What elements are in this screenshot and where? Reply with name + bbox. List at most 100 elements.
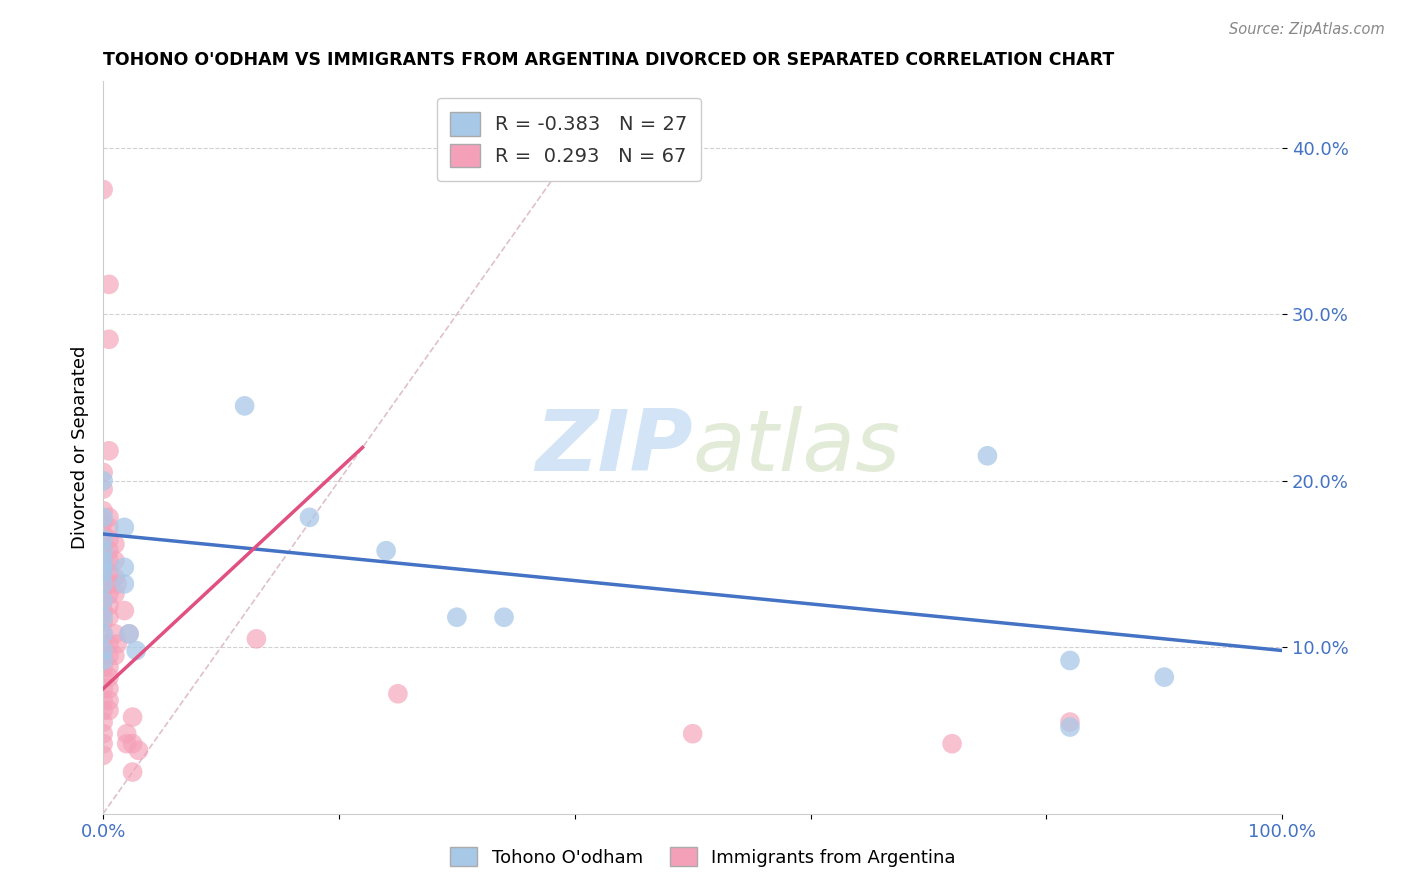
- Point: [118, 627, 141, 641]
- Y-axis label: Divorced or Separated: Divorced or Separated: [72, 346, 89, 549]
- Point: [98, 599, 121, 613]
- Point: [245, 632, 267, 646]
- Point: [98, 332, 121, 346]
- Point: [121, 764, 143, 779]
- Point: [98, 510, 121, 524]
- Point: [98, 587, 121, 601]
- Point: [91, 543, 114, 558]
- Point: [125, 643, 148, 657]
- Point: [91, 714, 114, 729]
- Point: [91, 637, 114, 651]
- Point: [98, 610, 121, 624]
- Point: [91, 660, 114, 674]
- Point: [98, 520, 121, 534]
- Point: [446, 610, 468, 624]
- Point: [91, 504, 114, 518]
- Point: [91, 510, 114, 524]
- Point: [98, 637, 121, 651]
- Point: [91, 703, 114, 717]
- Point: [104, 570, 127, 584]
- Point: [104, 627, 127, 641]
- Point: [104, 537, 127, 551]
- Point: [91, 549, 114, 563]
- Point: [121, 737, 143, 751]
- Point: [121, 710, 143, 724]
- Point: [91, 737, 114, 751]
- Point: [91, 482, 114, 496]
- Point: [98, 543, 121, 558]
- Text: ZIP: ZIP: [536, 406, 693, 489]
- Point: [91, 648, 114, 663]
- Point: [91, 182, 114, 196]
- Text: atlas: atlas: [693, 406, 901, 489]
- Point: [98, 566, 121, 580]
- Point: [91, 532, 114, 546]
- Point: [98, 554, 121, 568]
- Point: [91, 560, 114, 574]
- Point: [387, 687, 409, 701]
- Point: [91, 681, 114, 696]
- Point: [91, 582, 114, 596]
- Point: [941, 737, 963, 751]
- Point: [91, 560, 114, 574]
- Point: [298, 510, 321, 524]
- Point: [91, 603, 114, 617]
- Point: [98, 577, 121, 591]
- Point: [104, 648, 127, 663]
- Point: [112, 560, 135, 574]
- Point: [91, 577, 114, 591]
- Point: [128, 743, 150, 757]
- Point: [104, 554, 127, 568]
- Point: [91, 593, 114, 607]
- Point: [98, 648, 121, 663]
- Point: [98, 703, 121, 717]
- Point: [91, 615, 114, 630]
- Point: [375, 543, 398, 558]
- Point: [98, 277, 121, 292]
- Point: [115, 737, 138, 751]
- Point: [1059, 720, 1081, 734]
- Point: [91, 566, 114, 580]
- Point: [91, 748, 114, 763]
- Text: TOHONO O'ODHAM VS IMMIGRANTS FROM ARGENTINA DIVORCED OR SEPARATED CORRELATION CH: TOHONO O'ODHAM VS IMMIGRANTS FROM ARGENT…: [103, 51, 1115, 69]
- Point: [1059, 653, 1081, 667]
- Point: [91, 537, 114, 551]
- Point: [98, 660, 121, 674]
- Point: [91, 693, 114, 707]
- Point: [91, 570, 114, 584]
- Point: [118, 627, 141, 641]
- Point: [98, 670, 121, 684]
- Point: [91, 727, 114, 741]
- Point: [976, 449, 998, 463]
- Point: [104, 587, 127, 601]
- Point: [105, 577, 128, 591]
- Point: [112, 520, 135, 534]
- Point: [91, 627, 114, 641]
- Legend: Tohono O'odham, Immigrants from Argentina: Tohono O'odham, Immigrants from Argentin…: [443, 840, 963, 874]
- Point: [98, 693, 121, 707]
- Point: [112, 577, 135, 591]
- Point: [91, 627, 114, 641]
- Point: [91, 466, 114, 480]
- Text: Source: ZipAtlas.com: Source: ZipAtlas.com: [1229, 22, 1385, 37]
- Point: [91, 643, 114, 657]
- Point: [98, 532, 121, 546]
- Point: [91, 527, 114, 541]
- Point: [91, 670, 114, 684]
- Point: [91, 474, 114, 488]
- Point: [105, 637, 128, 651]
- Point: [682, 727, 704, 741]
- Point: [112, 603, 135, 617]
- Point: [233, 399, 256, 413]
- Point: [492, 610, 515, 624]
- Point: [115, 727, 138, 741]
- Point: [91, 593, 114, 607]
- Point: [91, 516, 114, 530]
- Point: [98, 443, 121, 458]
- Point: [98, 681, 121, 696]
- Point: [91, 610, 114, 624]
- Point: [91, 554, 114, 568]
- Point: [1153, 670, 1175, 684]
- Legend: R = -0.383   N = 27, R =  0.293   N = 67: R = -0.383 N = 27, R = 0.293 N = 67: [437, 98, 702, 181]
- Point: [91, 653, 114, 667]
